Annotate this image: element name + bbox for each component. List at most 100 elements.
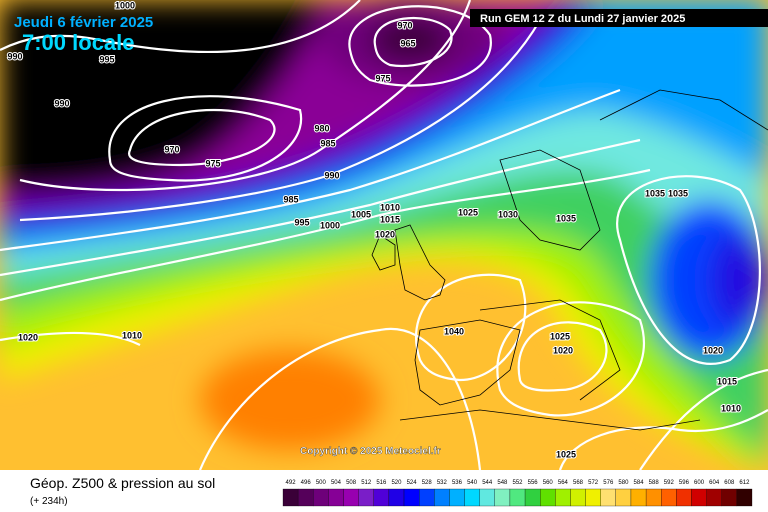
scale-label: 596: [679, 480, 690, 486]
isobar-label: 1010: [122, 330, 142, 340]
scale-cell: [540, 488, 556, 507]
scale-cell: [676, 488, 692, 507]
scale-cell: [373, 488, 390, 507]
isobar-label: 1025: [458, 207, 478, 217]
isobar-label: 1025: [550, 331, 570, 341]
scale-label: 520: [391, 480, 402, 486]
scale-cell: [328, 488, 344, 507]
scale-label: 580: [618, 480, 629, 486]
copyright: Copyright © 2025 Meteociel.fr: [300, 446, 441, 457]
isobar-label: 1025: [556, 449, 576, 459]
forecast-date: Jeudi 6 février 2025: [14, 14, 153, 31]
scale-label: 600: [694, 480, 705, 486]
scale-cell: [388, 488, 405, 507]
isobar-label: 1035: [645, 188, 665, 198]
scale-label: 528: [422, 480, 433, 486]
scale-cell: [600, 488, 616, 507]
scale-label: 524: [407, 480, 418, 486]
scale-cell: [691, 488, 707, 507]
scale-cell: [736, 488, 753, 507]
run-info: Run GEM 12 Z du Lundi 27 janvier 2025: [480, 13, 685, 25]
scale-label: 572: [588, 480, 599, 486]
isobar-label: 1020: [375, 229, 395, 239]
isobar-label: 985: [283, 194, 298, 204]
scale-label: 584: [634, 480, 645, 486]
isobar-label: 995: [294, 217, 309, 227]
scale-label: 552: [512, 480, 523, 486]
scale-label: 556: [528, 480, 539, 486]
scale-label: 592: [664, 480, 675, 486]
scale-cell: [282, 488, 299, 507]
isobars: [0, 0, 768, 470]
map-title: Géop. Z500 & pression au sol: [30, 475, 215, 491]
isobar-label: 970: [164, 144, 179, 154]
isobar-label: 1015: [380, 214, 400, 224]
isobar-label: 990: [7, 51, 22, 61]
scale-label: 504: [331, 480, 342, 486]
scale-cell: [434, 488, 450, 507]
isobar-label: 1000: [320, 220, 340, 230]
scale-cell: [403, 488, 420, 507]
isobar-label: 985: [320, 138, 335, 148]
isobar-label: 1010: [721, 403, 741, 413]
scale-label: 532: [437, 480, 448, 486]
isobar-label: 1020: [703, 345, 723, 355]
isobar-label: 1015: [717, 376, 737, 386]
isobar-label: 965: [400, 38, 415, 48]
scale-label: 492: [286, 480, 297, 486]
scale-label: 608: [724, 480, 735, 486]
isobar-label: 980: [314, 123, 329, 133]
coastlines: [371, 89, 768, 431]
scale-cell: [343, 488, 359, 507]
scale-label: 544: [482, 480, 493, 486]
scale-cell: [358, 488, 374, 507]
isobar-labels: 1000 990 995 990 970 965 975 970 975 980 985 990 985…: [6, 0, 742, 460]
scale-label: 512: [361, 480, 372, 486]
scale-cell: [555, 488, 571, 507]
scale-label: 588: [649, 480, 660, 486]
scale-cell: [494, 488, 511, 507]
isobar-label: 975: [205, 158, 220, 168]
isobar-label: 1030: [498, 209, 518, 219]
isobar-label: 970: [397, 20, 412, 30]
scale-cell: [509, 488, 526, 507]
isobar-label: 995: [99, 54, 114, 64]
scale-cell: [313, 488, 329, 507]
scale-label: 496: [301, 480, 312, 486]
scale-label: 560: [543, 480, 554, 486]
scale-label: 564: [558, 480, 569, 486]
forecast-time: 7:00 locale: [22, 30, 135, 55]
scale-label: 500: [316, 480, 327, 486]
scale-cell: [464, 488, 480, 507]
isobar-label: 990: [324, 170, 339, 180]
scale-cell: [524, 488, 541, 507]
scale-label: 548: [497, 480, 508, 486]
scale-label: 612: [739, 480, 750, 486]
scale-label: 576: [603, 480, 614, 486]
scale-label: 540: [467, 480, 478, 486]
scale-label: 604: [709, 480, 720, 486]
scale-label: 536: [452, 480, 463, 486]
isobar-label: 1020: [18, 332, 38, 342]
scale-label: 508: [346, 480, 357, 486]
isobar-label: 975: [375, 73, 390, 83]
scale-label: 568: [573, 480, 584, 486]
isobar-label: 1020: [553, 345, 573, 355]
isobar-label: 1040: [444, 326, 464, 336]
scale-cell: [706, 488, 722, 507]
isobar-label: 1010: [380, 202, 400, 212]
isobar-label: 1035: [556, 213, 576, 223]
isobar-label: 990: [54, 98, 69, 108]
scale-cell: [570, 488, 586, 507]
isobar-label: 1005: [351, 209, 371, 219]
scale-cell: [419, 488, 435, 507]
scale-cell: [645, 488, 662, 507]
scale-cell: [721, 488, 738, 507]
lead-time: (+ 234h): [30, 496, 68, 507]
scale-cell: [479, 488, 495, 507]
color-scale: 492 496 500 504 508 512 516 520 524 528 532 536 540 5…: [282, 480, 753, 507]
scale-cell: [585, 488, 601, 507]
scale-cell: [297, 488, 314, 507]
isobar-label: 1000: [115, 0, 135, 10]
